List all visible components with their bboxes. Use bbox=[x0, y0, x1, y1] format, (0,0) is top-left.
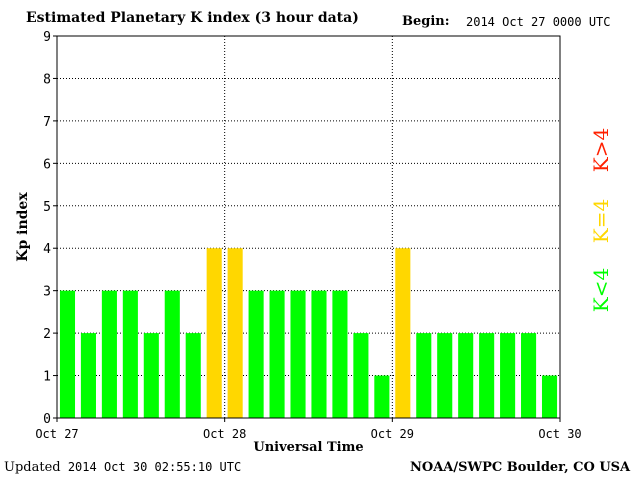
updated-value: 2014 Oct 30 02:55:10 UTC bbox=[67, 460, 242, 474]
kp-bar bbox=[206, 248, 222, 418]
kp-bar bbox=[269, 290, 285, 418]
begin-label: Begin: bbox=[402, 14, 450, 29]
x-tick-label: Oct 30 bbox=[538, 427, 581, 441]
kp-bar bbox=[479, 333, 495, 418]
kp-bar bbox=[332, 290, 348, 418]
kp-bar bbox=[541, 375, 558, 418]
kp-bar bbox=[521, 333, 537, 418]
y-tick-label: 0 bbox=[43, 412, 51, 427]
kp-bar bbox=[416, 333, 432, 418]
begin-value: 2014 Oct 27 0000 UTC bbox=[466, 15, 611, 29]
x-tick-label: Oct 28 bbox=[203, 427, 246, 441]
kp-bar bbox=[458, 333, 474, 418]
kp-bar bbox=[80, 333, 96, 418]
y-tick-label: 4 bbox=[43, 242, 51, 257]
y-tick-label: 1 bbox=[43, 370, 51, 385]
y-axis-label: Kp index bbox=[15, 192, 31, 262]
updated-timestamp: Updated 2014 Oct 30 02:55:10 UTC bbox=[4, 460, 241, 475]
y-tick-label: 2 bbox=[43, 327, 51, 342]
y-tick-label: 7 bbox=[43, 115, 51, 130]
kp-bar bbox=[437, 333, 453, 418]
kp-bar bbox=[500, 333, 516, 418]
source-credit: NOAA/SWPC Boulder, CO USA bbox=[410, 460, 631, 475]
chart-title: Estimated Planetary K index (3 hour data… bbox=[26, 10, 359, 26]
legend-item: K<4 bbox=[589, 268, 613, 312]
y-tick-label: 8 bbox=[43, 72, 51, 87]
plot-frame bbox=[56, 35, 561, 419]
kp-bar bbox=[59, 290, 76, 418]
x-axis-label: Universal Time bbox=[253, 440, 363, 455]
y-tick-label: 3 bbox=[43, 285, 51, 300]
legend-item: K=4 bbox=[589, 199, 613, 243]
legend-item: K>4 bbox=[589, 128, 613, 172]
updated-label: Updated bbox=[4, 460, 61, 475]
kp-bar bbox=[311, 290, 327, 418]
x-tick-label: Oct 27 bbox=[35, 427, 78, 441]
kp-bar bbox=[143, 333, 159, 418]
kp-bar bbox=[353, 333, 369, 418]
kp-bar bbox=[101, 290, 117, 418]
y-tick-label: 6 bbox=[43, 157, 51, 172]
kp-bar bbox=[248, 290, 264, 418]
kp-bar bbox=[290, 290, 306, 418]
kp-bar bbox=[185, 333, 201, 418]
y-tick-label: 9 bbox=[43, 30, 51, 45]
kp-bar bbox=[164, 290, 180, 418]
kp-bar bbox=[374, 375, 390, 418]
kp-bar bbox=[227, 248, 243, 418]
kp-bar bbox=[122, 290, 138, 418]
x-tick-label: Oct 29 bbox=[371, 427, 414, 441]
kp-bar bbox=[395, 248, 411, 418]
y-tick-label: 5 bbox=[43, 200, 51, 215]
